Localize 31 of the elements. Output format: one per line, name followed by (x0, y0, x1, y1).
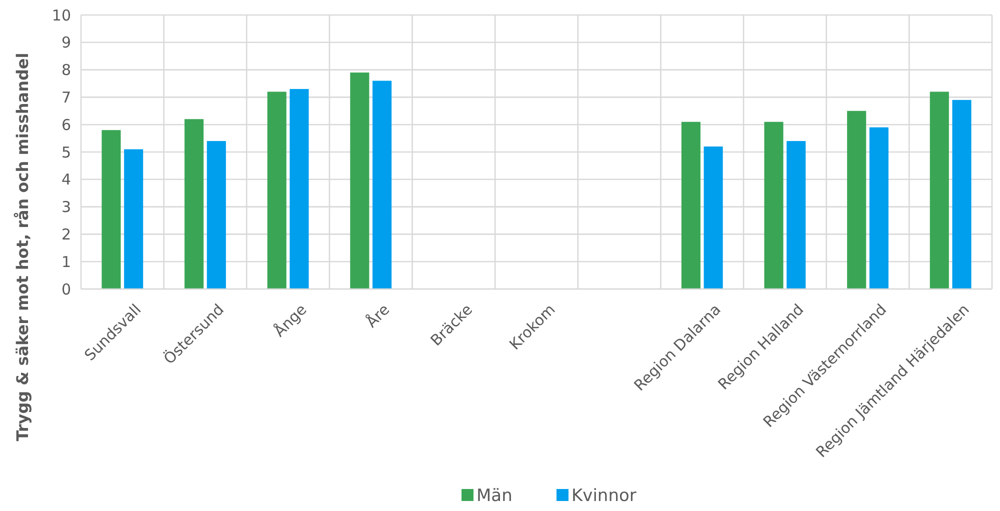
bar (930, 92, 949, 289)
bar (290, 88, 309, 289)
bar (267, 92, 286, 289)
y-tick-label: 2 (61, 225, 71, 244)
x-tick-label: Åre (362, 300, 394, 332)
bar (869, 127, 888, 289)
y-tick-label: 8 (61, 61, 71, 80)
y-tick-label: 6 (61, 116, 71, 134)
y-tick-label: 4 (61, 170, 71, 189)
y-tick-label: 1 (61, 252, 71, 271)
y-tick-label: 7 (61, 88, 71, 106)
bar (786, 141, 806, 289)
bar (372, 80, 392, 289)
legend-label: Kvinnor (572, 486, 636, 506)
bar (124, 149, 144, 289)
bar (206, 141, 226, 289)
bar (704, 146, 723, 289)
bar (102, 130, 121, 289)
bar (764, 122, 784, 289)
y-tick-label: 5 (61, 143, 71, 162)
bar (681, 122, 700, 289)
y-tick-label: 3 (61, 198, 71, 216)
bar (847, 110, 866, 289)
y-tick-label: 9 (61, 34, 71, 52)
bar (350, 72, 370, 289)
bar (952, 100, 972, 289)
y-tick-label: 0 (61, 280, 71, 298)
bar (184, 119, 204, 289)
legend-label: Män (476, 486, 512, 506)
y-tick-label: 10 (52, 6, 71, 24)
y-axis-title: Trygg & säker mot hot, rån och misshandel (13, 52, 32, 442)
